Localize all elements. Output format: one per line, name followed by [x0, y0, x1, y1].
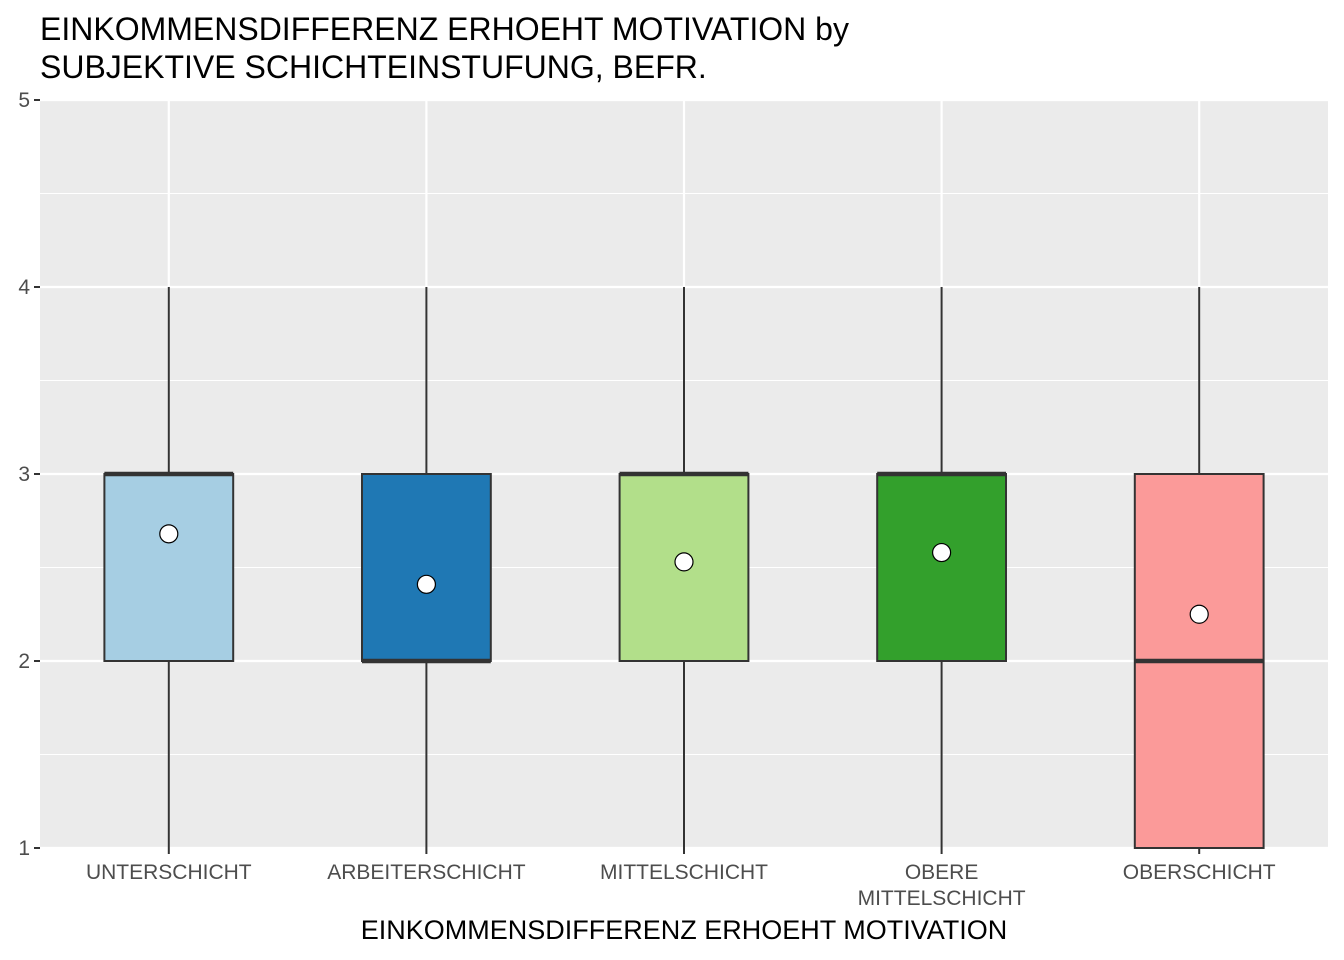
x-tick-label: MITTELSCHICHT [600, 861, 768, 884]
x-tick-label-line: UNTERSCHICHT [86, 861, 252, 884]
box [876, 473, 1008, 662]
x-axis-title: EINKOMMENSDIFFERENZ ERHOEHT MOTIVATION [361, 915, 1008, 945]
x-tick-label: ARBEITERSCHICHT [327, 861, 526, 884]
y-tick-label: 3 [18, 463, 30, 486]
x-tick-label: OBERSCHICHT [1123, 861, 1276, 884]
box [361, 473, 492, 662]
box-group [618, 287, 750, 848]
box [103, 473, 235, 662]
mean-point [1189, 604, 1209, 624]
mean-point [674, 552, 694, 572]
box-group [1133, 287, 1265, 849]
x-tick-label-line: OBERE [905, 861, 979, 884]
x-tick-label-line: ARBEITERSCHICHT [327, 861, 526, 884]
y-tick-label: 5 [18, 89, 30, 112]
x-tick-label: UNTERSCHICHT [86, 861, 252, 884]
box-group [876, 287, 1008, 848]
x-tick-label-line: MITTELSCHICHT [600, 861, 768, 884]
chart-title-line: SUBJEKTIVE SCHICHTEINSTUFUNG, BEFR. [40, 49, 707, 85]
mean-point [159, 524, 179, 544]
x-tick-label: OBERE MITTELSCHICHT [858, 861, 1026, 910]
x-tick-label-line: OBERSCHICHT [1123, 861, 1276, 884]
box-group [361, 287, 492, 848]
y-tick-label: 2 [18, 650, 30, 673]
chart-title: EINKOMMENSDIFFERENZ ERHOEHT MOTIVATION b… [40, 11, 849, 85]
mean-point [416, 574, 436, 594]
x-tick-label-line: MITTELSCHICHT [858, 887, 1026, 910]
mean-point [931, 542, 952, 563]
y-tick-label: 4 [18, 276, 30, 299]
y-tick-label: 1 [18, 837, 30, 860]
x-axis: UNTERSCHICHT ARBEITERSCHICHT MITTELSCHICHT… [86, 848, 1276, 910]
boxes [103, 287, 1265, 849]
box-group [103, 287, 235, 848]
y-axis: 1 2 3 4 5 [18, 89, 40, 860]
chart-title-line: EINKOMMENSDIFFERENZ ERHOEHT MOTIVATION b… [40, 11, 849, 47]
